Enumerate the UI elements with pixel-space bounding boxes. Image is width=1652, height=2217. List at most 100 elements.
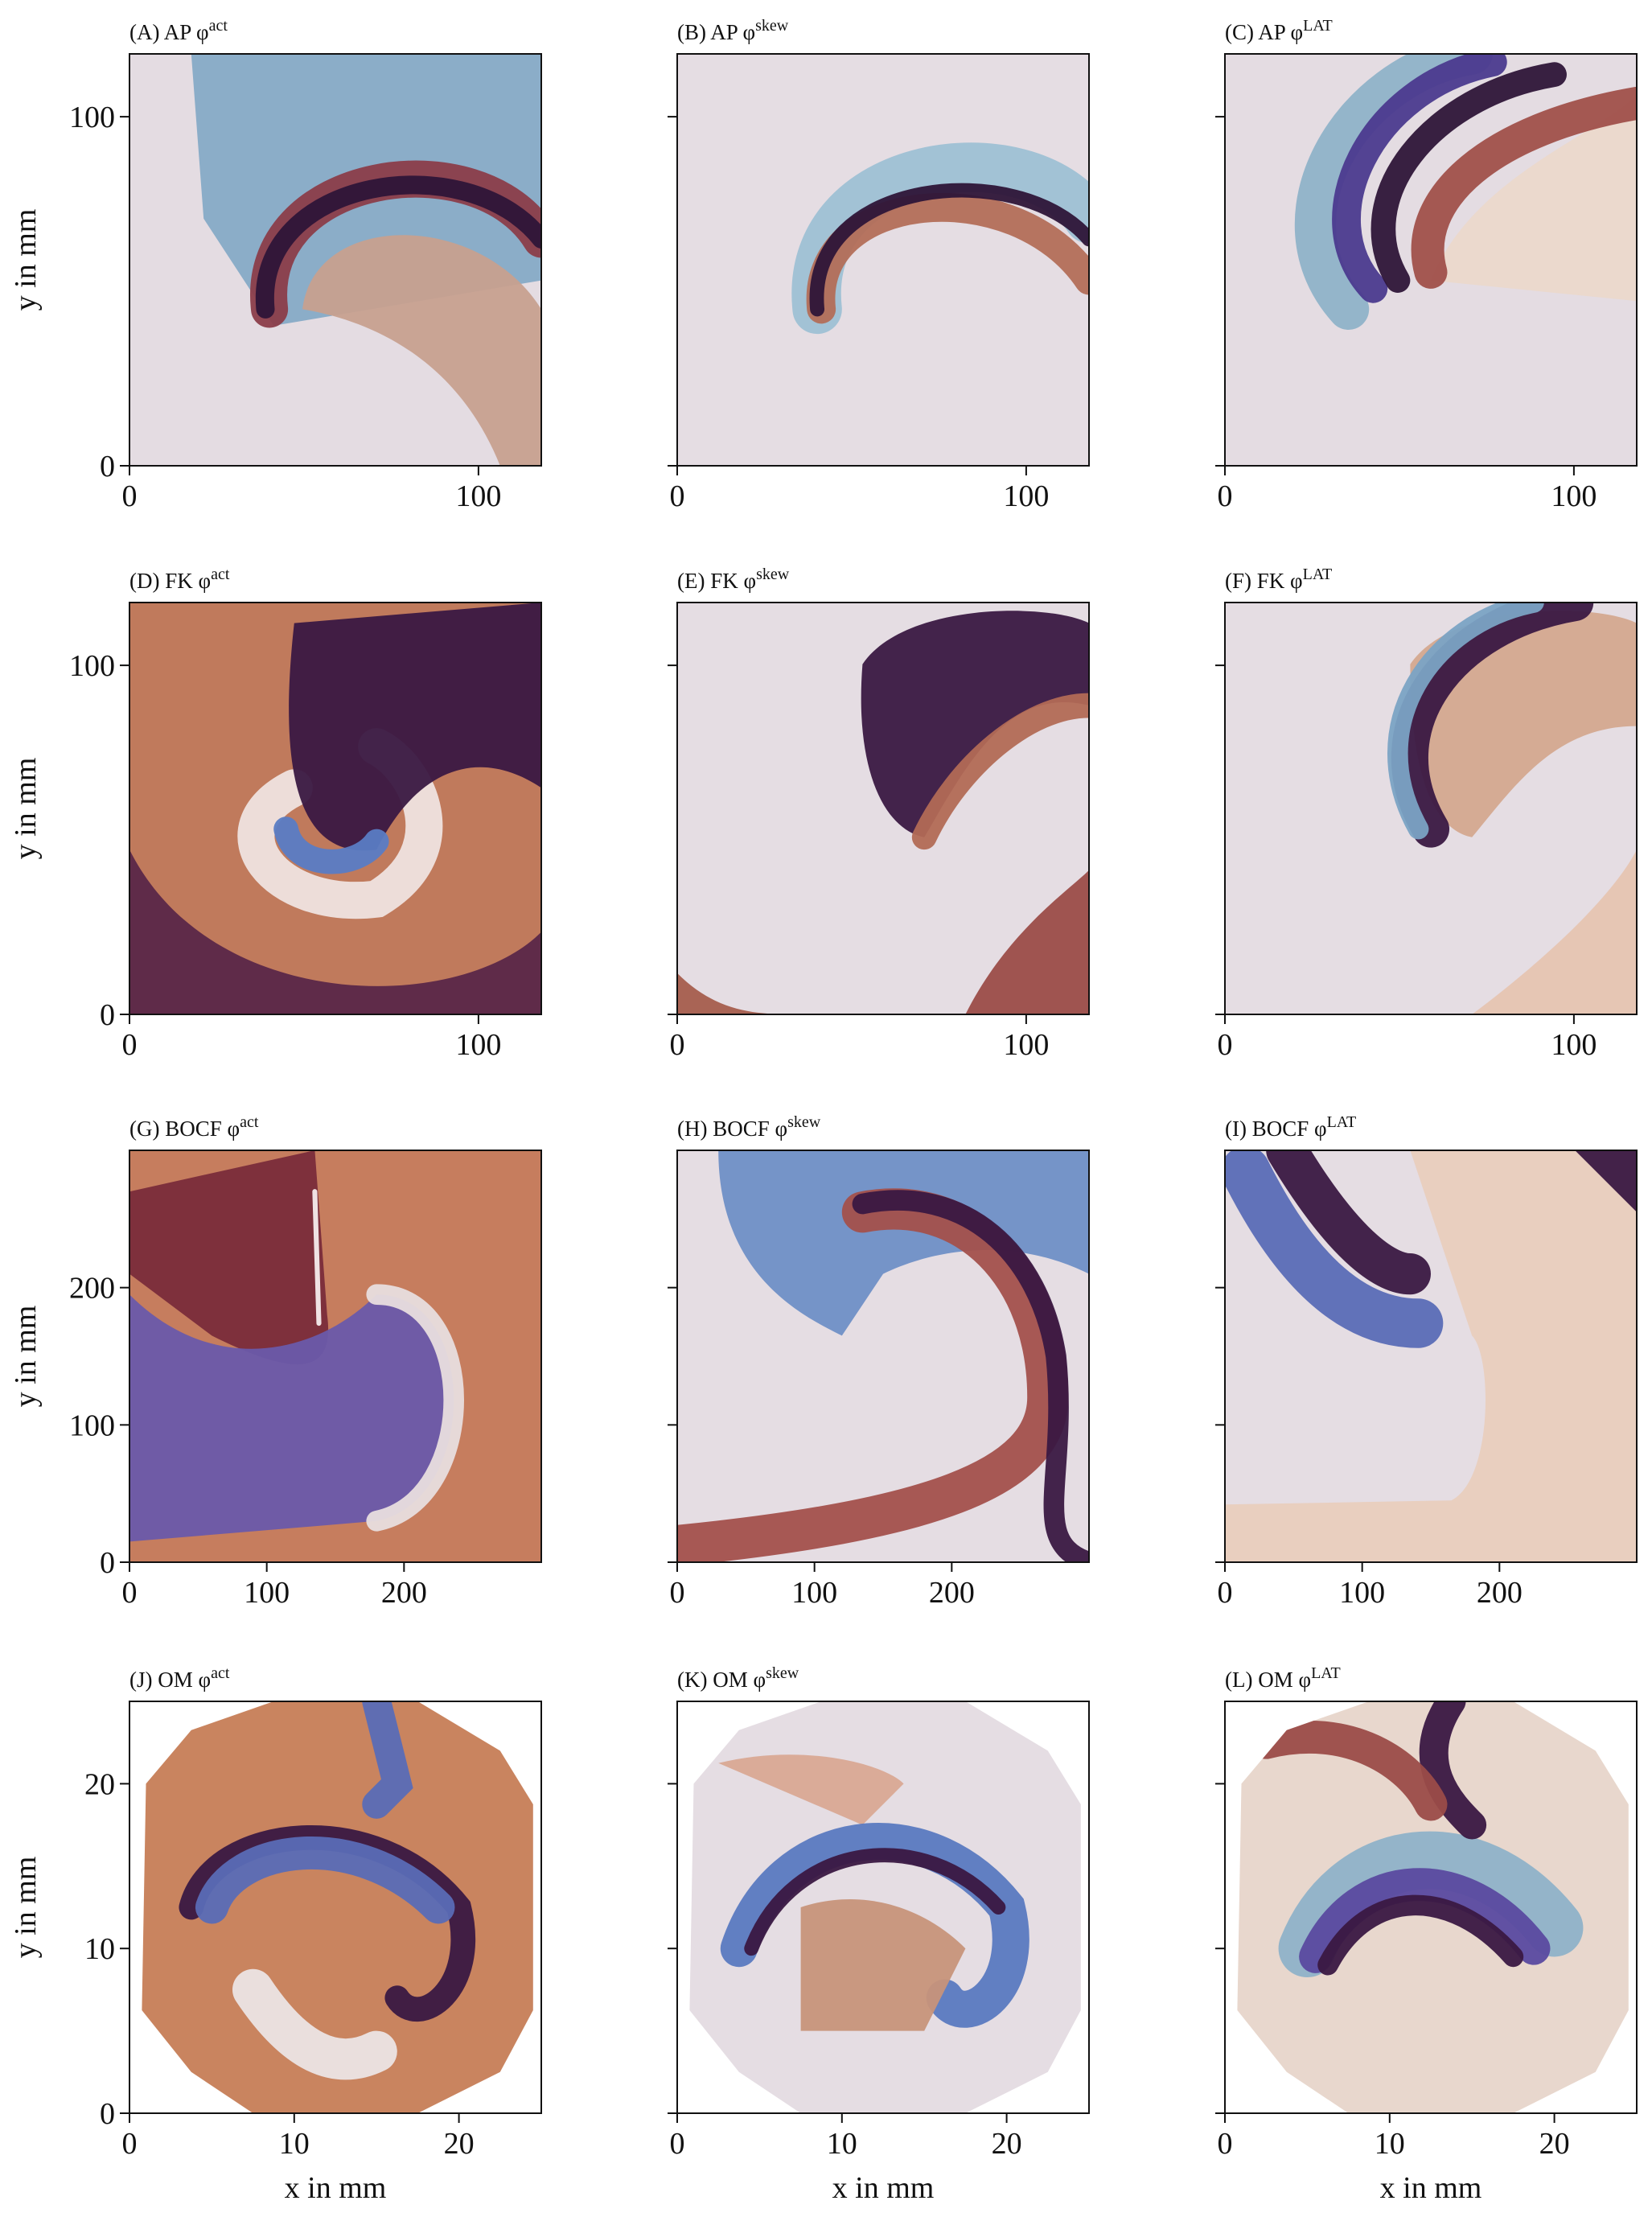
panel: (G) BOCF φact 0 100 200 0 100 200 y in mm [9,1113,542,1610]
x-tick-label: 200 [929,1576,975,1610]
panel-title-text: (C) AP φ [1225,20,1303,44]
plot-frame [1224,1150,1638,1563]
y-tick-label: 100 [69,101,115,134]
panel-title-superscript: skew [756,566,790,583]
panel-title-text: (B) AP φ [677,20,755,44]
y-tick-label: 100 [69,649,115,683]
x-tick-label: 0 [1218,1576,1233,1610]
x-tick-label: 100 [791,1576,837,1610]
panel-title: (A) AP φact [129,17,228,44]
panel-title-text: (J) OM φ [129,1668,211,1692]
x-tick-label: 100 [455,1028,501,1062]
x-tick-label: 200 [381,1576,427,1610]
x-axis-label: x in mm [1380,2171,1482,2205]
panel-title-superscript: act [240,1113,259,1131]
panel-title: (E) FK φskew [677,566,790,593]
panel-title-superscript: LAT [1311,1664,1341,1682]
plot-frame [129,602,542,1015]
y-tick-label: 0 [100,450,115,483]
plot-frame [1224,1701,1638,2114]
x-tick-label: 100 [1339,1576,1385,1610]
x-tick-label: 100 [1003,479,1049,513]
panel: (D) FK φact 0 100 0 100 y in mm [9,566,542,1062]
x-tick-label: 100 [1551,1028,1597,1062]
panel: (C) AP φLAT 0 100 [1215,17,1638,513]
y-axis-label: y in mm [9,1306,43,1408]
x-tick-label: 100 [244,1576,290,1610]
panel: (F) FK φLAT 0 100 [1215,566,1638,1062]
x-tick-label: 0 [122,2127,138,2161]
panel-title-superscript: act [211,566,230,583]
panel-title: (F) FK φLAT [1225,566,1332,593]
plot-frame [676,602,1090,1015]
panel: (I) BOCF φLAT 0 100 200 [1215,1113,1638,1610]
panel-title-superscript: act [209,17,228,35]
panel-title-text: (G) BOCF φ [129,1117,240,1141]
panel: (A) AP φact 0 100 0 100 y in mm [9,17,542,513]
plot-frame [676,1701,1090,2114]
y-tick-label: 0 [100,998,115,1032]
heatmap-image [677,54,1089,466]
x-tick-label: 100 [455,479,501,513]
x-axis-label: x in mm [285,2171,387,2205]
panel-title-superscript: LAT [1303,566,1333,583]
plot-frame [1224,602,1638,1015]
x-tick-label: 0 [1218,479,1233,513]
panel-title-superscript: skew [787,1113,821,1131]
x-tick-label: 10 [279,2127,310,2161]
panel: (H) BOCF φskew 0 100 200 [668,1113,1090,1610]
y-axis-label: y in mm [9,1857,43,1959]
panel-title-superscript: LAT [1303,17,1333,35]
y-tick-label: 100 [69,1409,115,1442]
panel-title-superscript: act [211,1664,230,1682]
heatmap-image [1225,54,1637,466]
y-tick-label: 20 [84,1767,115,1801]
plot-frame [1224,53,1638,467]
x-tick-label: 20 [444,2127,475,2161]
x-tick-label: 0 [670,479,685,513]
heatmap-image [129,603,541,1014]
heatmap-image [129,1150,541,1562]
panel: (B) AP φskew 0 100 [668,17,1090,513]
plot-frame [129,1701,542,2114]
y-tick-label: 0 [100,2097,115,2131]
panel-title: (C) AP φLAT [1225,17,1333,44]
plot-frame [676,53,1090,467]
heatmap-image [677,603,1089,1014]
panel-title-text: (D) FK φ [129,569,211,593]
panel: (L) OM φLAT 0 10 20 x in mm [1215,1664,1638,2205]
x-tick-label: 200 [1477,1576,1523,1610]
plot-frame [676,1150,1090,1563]
heatmap-image [1225,603,1637,1014]
x-tick-label: 0 [1218,2127,1233,2161]
y-tick-label: 0 [100,1546,115,1580]
panel-title-text: (A) AP φ [129,20,209,44]
x-tick-label: 0 [122,479,138,513]
panel-title-text: (E) FK φ [677,569,756,593]
y-tick-label: 200 [69,1272,115,1306]
x-tick-label: 100 [1003,1028,1049,1062]
panel-title: (H) BOCF φskew [677,1113,821,1141]
heatmap-image [1237,1701,1629,2113]
plot-frame [129,1150,542,1563]
heatmap-image [1225,1150,1637,1562]
y-axis-label: y in mm [9,758,43,860]
x-tick-label: 10 [1375,2127,1405,2161]
y-axis-label: y in mm [9,209,43,311]
panel-title: (J) OM φact [129,1664,230,1692]
panel-title-superscript: skew [766,1664,799,1682]
panel-title-text: (I) BOCF φ [1225,1117,1327,1141]
panel-title-text: (F) FK φ [1225,569,1303,593]
panel-title-text: (K) OM φ [677,1668,766,1692]
x-tick-label: 0 [122,1028,138,1062]
panel-title: (D) FK φact [129,566,230,593]
heatmap-image [142,1701,533,2113]
x-tick-label: 0 [122,1576,138,1610]
panel: (K) OM φskew 0 10 20 x in mm [668,1664,1090,2205]
heatmap-image [677,1150,1089,1562]
x-tick-label: 100 [1551,479,1597,513]
x-axis-label: x in mm [832,2171,935,2205]
heatmap-image [129,54,541,466]
x-tick-label: 0 [670,1028,685,1062]
panel-title: (L) OM φLAT [1225,1664,1341,1692]
